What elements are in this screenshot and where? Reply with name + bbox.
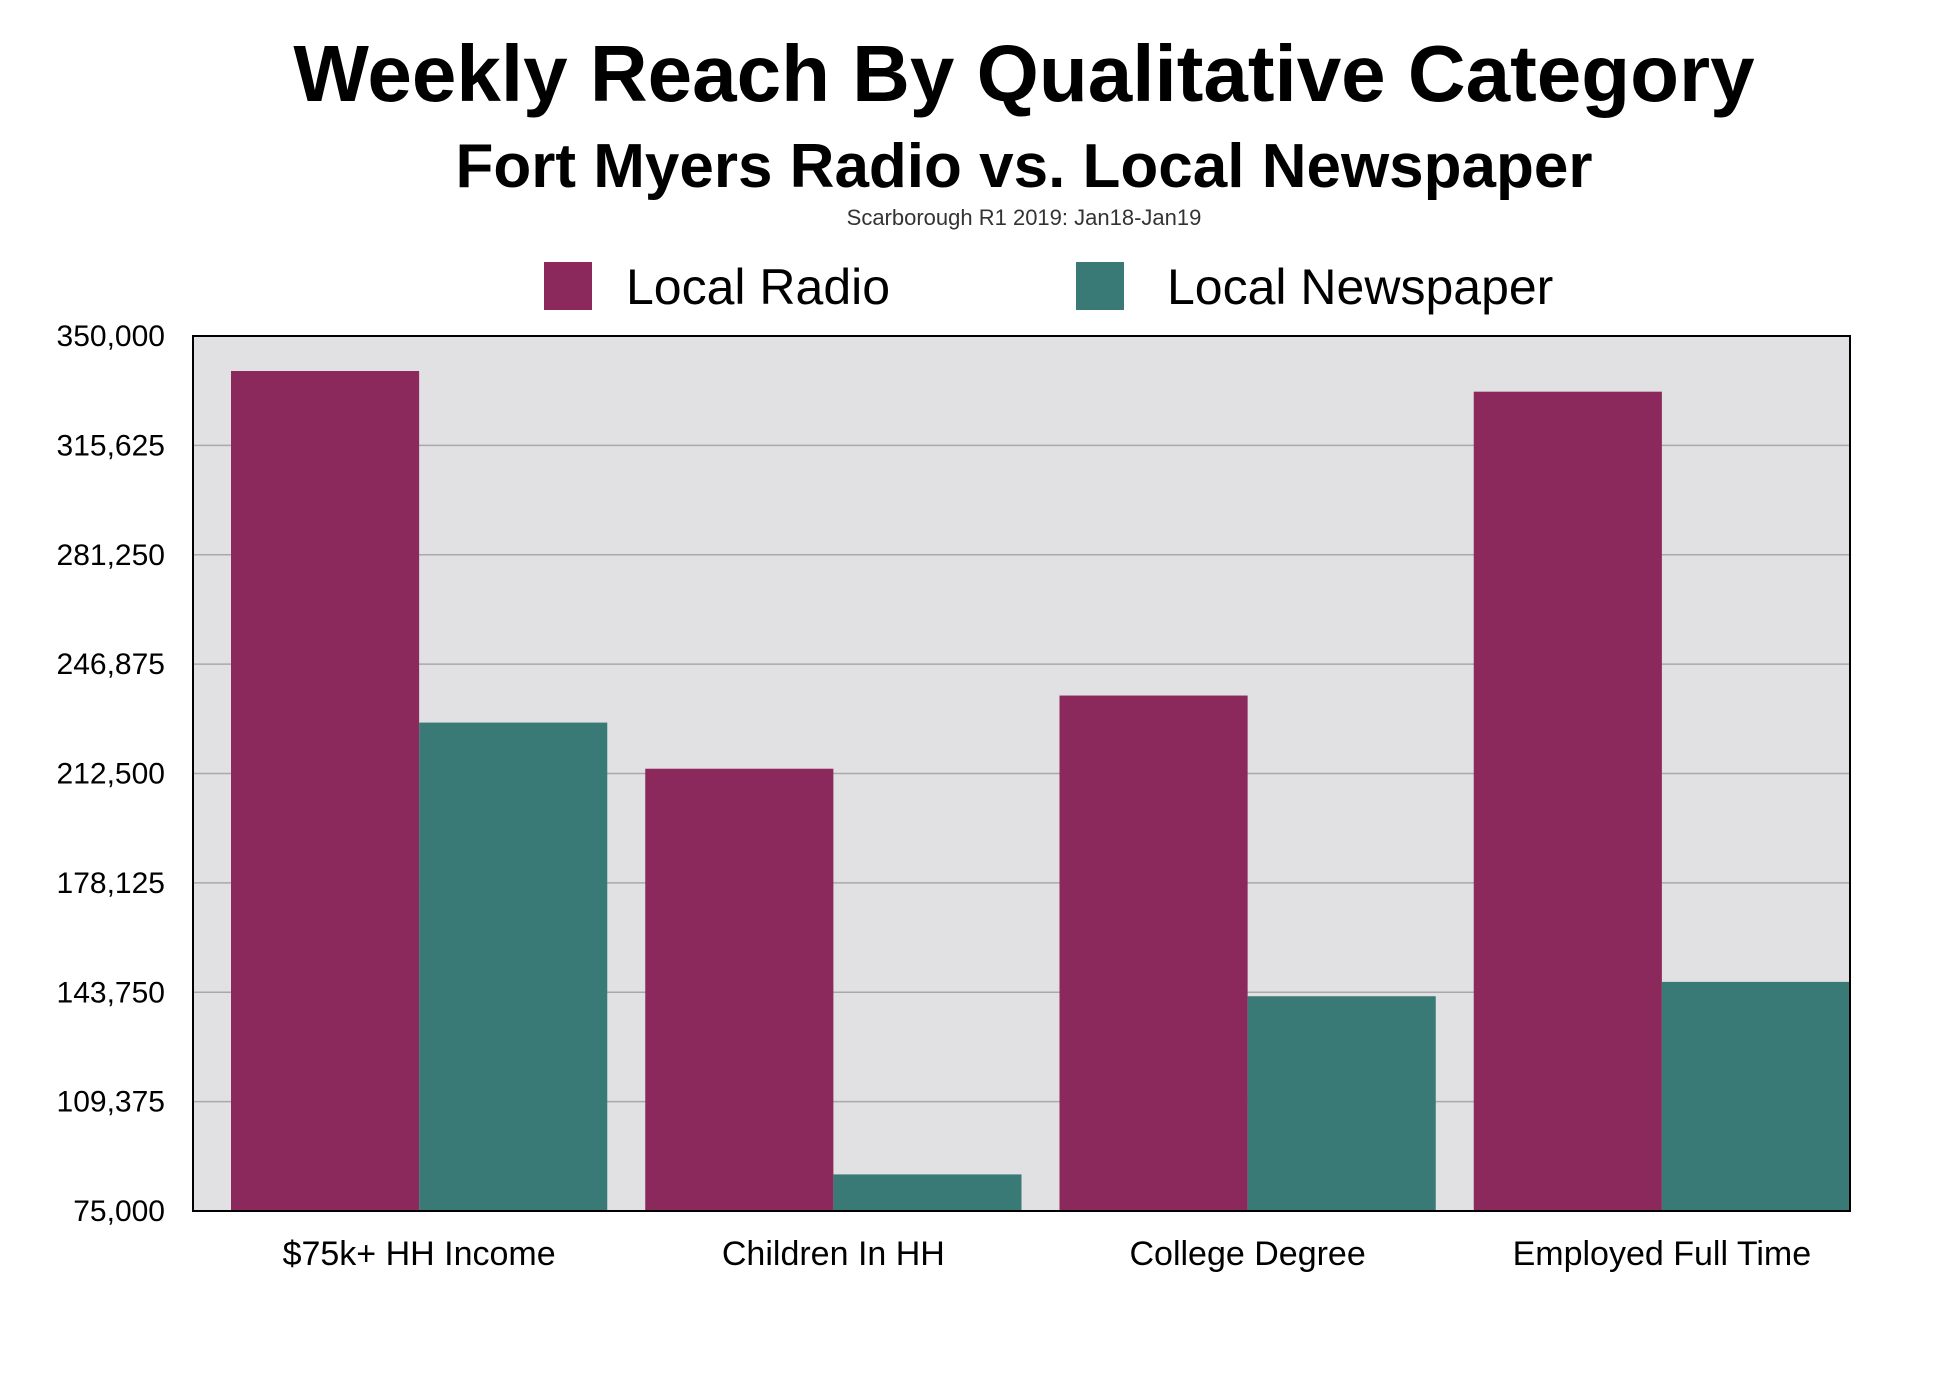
bar-local-radio-75k-hh-income	[231, 371, 420, 1211]
plot-frame	[192, 335, 1851, 1212]
legend: Local Radio Local Newspaper	[544, 259, 1553, 315]
bar-local-newspaper-75k-hh-income	[419, 722, 608, 1211]
chart-source: Scarborough R1 2019: Jan18-Jan19	[847, 205, 1202, 230]
legend-swatch-local-radio	[544, 262, 592, 310]
legend-swatch-local-newspaper	[1076, 262, 1124, 310]
plot-area: 350,000 315,625 281,250 246,875 212,500 178,1…	[57, 320, 1851, 1273]
bar-local-newspaper-college-degree	[1247, 996, 1436, 1211]
bar-local-newspaper-children-in-hh	[833, 1174, 1022, 1211]
bar-local-newspaper-employed-full-time	[1661, 981, 1850, 1211]
bar-local-radio-employed-full-time	[1473, 391, 1662, 1211]
x-tick-label: $75k+ HH Income	[283, 1235, 556, 1273]
x-tick-label: Employed Full Time	[1513, 1235, 1812, 1273]
chart-subtitle: Fort Myers Radio vs. Local Newspaper	[455, 132, 1592, 201]
x-tick-label: College Degree	[1129, 1235, 1365, 1273]
y-tick-label: 75,000	[73, 1195, 165, 1228]
legend-label-local-radio: Local Radio	[626, 259, 890, 315]
chart-title: Weekly Reach By Qualitative Category	[293, 29, 1755, 118]
y-tick-label: 212,500	[57, 758, 165, 791]
y-tick-label: 178,125	[57, 867, 165, 900]
y-tick-label: 315,625	[57, 429, 165, 462]
y-tick-label: 109,375	[57, 1086, 165, 1119]
y-tick-label: 143,750	[57, 976, 165, 1009]
x-tick-label: Children In HH	[722, 1235, 945, 1273]
bar-local-radio-children-in-hh	[645, 768, 834, 1211]
y-tick-label: 281,250	[57, 539, 165, 572]
y-tick-label: 246,875	[57, 648, 165, 681]
legend-label-local-newspaper: Local Newspaper	[1167, 259, 1553, 315]
y-tick-label: 350,000	[57, 320, 165, 353]
bar-local-radio-college-degree	[1059, 695, 1248, 1211]
